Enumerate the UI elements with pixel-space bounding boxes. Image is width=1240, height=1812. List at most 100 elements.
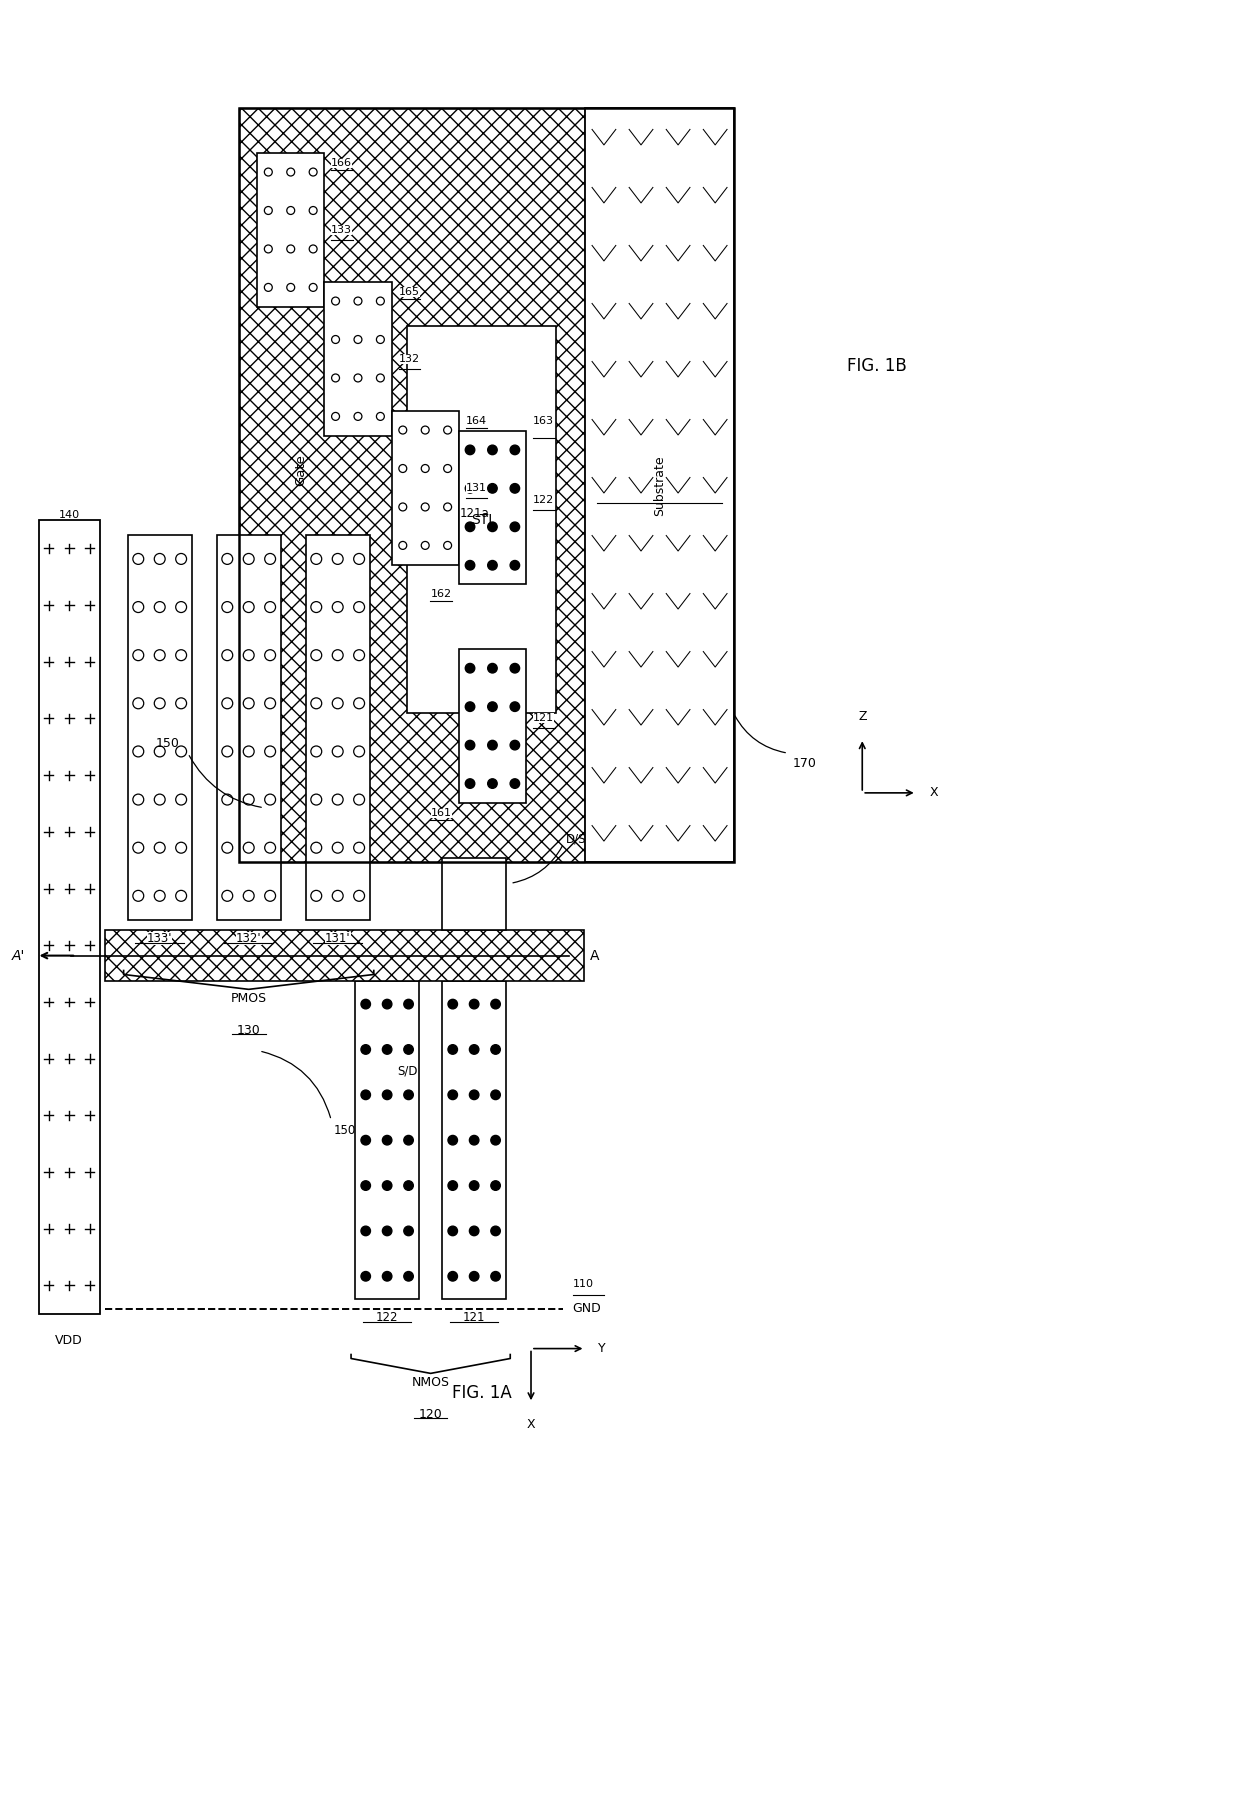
- Circle shape: [449, 908, 456, 915]
- Circle shape: [491, 1091, 500, 1100]
- Circle shape: [361, 1091, 371, 1100]
- Circle shape: [491, 908, 500, 915]
- Circle shape: [382, 1091, 392, 1100]
- Text: NMOS: NMOS: [412, 1377, 450, 1390]
- Bar: [305, 535, 370, 920]
- Circle shape: [470, 908, 479, 915]
- Bar: [441, 859, 506, 930]
- Circle shape: [510, 522, 520, 531]
- Text: X: X: [527, 1419, 536, 1431]
- Bar: [105, 930, 584, 982]
- Circle shape: [404, 1000, 413, 1009]
- Text: 122: 122: [376, 1310, 398, 1325]
- Text: FIG. 1A: FIG. 1A: [451, 1384, 511, 1402]
- Circle shape: [487, 484, 497, 493]
- Circle shape: [487, 779, 497, 788]
- Circle shape: [361, 1272, 371, 1281]
- Circle shape: [487, 741, 497, 750]
- Text: 120: 120: [419, 1408, 443, 1421]
- Circle shape: [465, 484, 475, 493]
- Circle shape: [470, 1136, 479, 1145]
- Circle shape: [449, 872, 456, 881]
- Circle shape: [470, 1091, 479, 1100]
- Circle shape: [465, 560, 475, 571]
- Circle shape: [448, 1227, 458, 1236]
- Circle shape: [361, 1000, 371, 1009]
- Circle shape: [465, 663, 475, 672]
- Circle shape: [404, 1091, 413, 1100]
- Circle shape: [361, 1227, 371, 1236]
- Circle shape: [404, 1181, 413, 1190]
- Text: 122: 122: [533, 495, 554, 506]
- Circle shape: [470, 1272, 479, 1281]
- Circle shape: [470, 872, 479, 881]
- Text: GND: GND: [573, 1303, 601, 1316]
- Bar: [217, 535, 280, 920]
- Circle shape: [491, 1136, 500, 1145]
- Circle shape: [361, 1136, 371, 1145]
- Text: A: A: [590, 949, 600, 962]
- Text: 140: 140: [58, 509, 79, 520]
- Circle shape: [470, 1227, 479, 1236]
- Circle shape: [465, 701, 475, 712]
- Circle shape: [404, 1272, 413, 1281]
- Text: Y: Y: [598, 1343, 606, 1355]
- Text: STI: STI: [471, 513, 492, 527]
- Circle shape: [510, 701, 520, 712]
- Circle shape: [510, 663, 520, 672]
- Circle shape: [448, 1000, 458, 1009]
- Bar: [408, 326, 556, 714]
- Circle shape: [465, 446, 475, 455]
- Circle shape: [465, 522, 475, 531]
- Bar: [441, 982, 506, 1299]
- Circle shape: [491, 872, 500, 881]
- Text: 131: 131: [466, 482, 487, 493]
- Bar: [459, 649, 526, 803]
- Bar: [239, 109, 734, 863]
- Text: 161: 161: [432, 808, 451, 817]
- Circle shape: [491, 1046, 500, 1055]
- Text: 133': 133': [148, 931, 172, 944]
- Bar: [38, 520, 100, 1314]
- Circle shape: [404, 1227, 413, 1236]
- Circle shape: [487, 522, 497, 531]
- Text: Gate: Gate: [294, 455, 308, 486]
- Text: 133: 133: [331, 225, 352, 236]
- Bar: [128, 535, 192, 920]
- Bar: [239, 109, 585, 863]
- Text: 150: 150: [334, 1123, 356, 1136]
- Bar: [392, 411, 459, 565]
- Circle shape: [487, 560, 497, 571]
- Circle shape: [448, 1272, 458, 1281]
- Text: 121: 121: [533, 714, 554, 723]
- Bar: [325, 283, 392, 435]
- Circle shape: [510, 446, 520, 455]
- Circle shape: [470, 1046, 479, 1055]
- Text: S/D: S/D: [398, 1064, 418, 1076]
- Circle shape: [361, 1046, 371, 1055]
- Text: 132: 132: [398, 353, 419, 364]
- Circle shape: [404, 1136, 413, 1145]
- Text: 131': 131': [325, 931, 351, 944]
- Circle shape: [487, 701, 497, 712]
- Circle shape: [448, 1181, 458, 1190]
- Text: A': A': [11, 949, 25, 962]
- Circle shape: [491, 1181, 500, 1190]
- Circle shape: [465, 741, 475, 750]
- Bar: [355, 982, 419, 1299]
- Circle shape: [470, 1000, 479, 1009]
- Text: 110: 110: [573, 1279, 594, 1288]
- Circle shape: [361, 1181, 371, 1190]
- Text: 121a: 121a: [459, 507, 489, 520]
- Text: FIG. 1B: FIG. 1B: [847, 357, 906, 375]
- Circle shape: [491, 1272, 500, 1281]
- Circle shape: [448, 1136, 458, 1145]
- Text: 164: 164: [466, 415, 487, 426]
- Text: 121: 121: [463, 1310, 485, 1325]
- Text: X: X: [930, 786, 939, 799]
- Text: 163: 163: [533, 415, 554, 426]
- Circle shape: [491, 1227, 500, 1236]
- Circle shape: [382, 1046, 392, 1055]
- Text: PMOS: PMOS: [231, 993, 267, 1006]
- Text: 165: 165: [398, 286, 419, 297]
